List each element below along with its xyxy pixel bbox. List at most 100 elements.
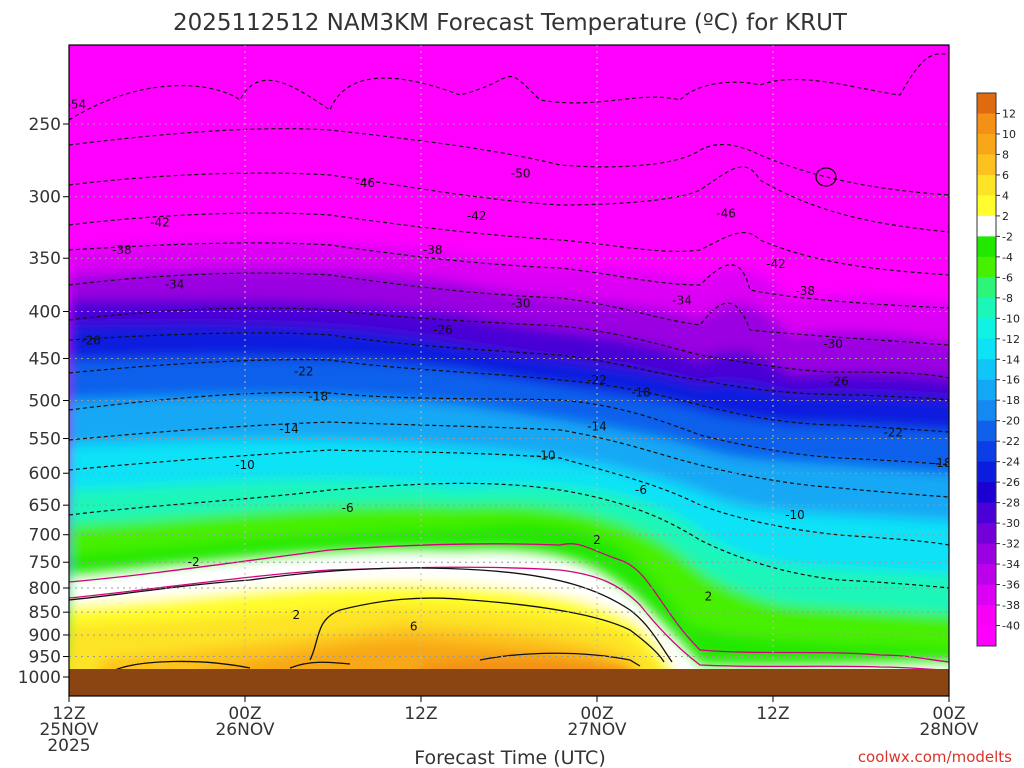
contour-label-text: 2 [705,589,713,603]
contour-label: -18 [631,385,651,399]
colorbar-swatch [977,461,996,483]
contour-label-text: -18 [932,456,952,470]
x-tick-label: 12Z [756,704,789,724]
contour-label: 6 [410,619,418,633]
contour-label: -10 [536,449,556,463]
colorbar-swatch [977,256,996,278]
contour-label: -22 [587,373,607,387]
contour-labels: -54-50-46-46-46-42-42-42-38-38-38-34-34-… [67,97,1024,669]
x-tick-label: 27NOV [567,720,626,740]
colorbar-swatch [977,236,996,258]
contour-label: 2 [979,655,990,669]
contour-label-text: -10 [536,449,556,463]
contour-label-text: -42 [467,209,487,223]
colorbar-label: -2 [1002,230,1013,243]
colorbar-swatch [977,502,996,524]
colorbar-label: -10 [1002,312,1020,325]
warm-contours [69,167,837,671]
contour-label-text: -54 [67,97,87,111]
y-tick-label: 900 [29,626,61,646]
colorbar-label: 4 [1002,189,1009,202]
colorbar-swatch [977,625,996,647]
colorbar-label: -36 [1002,579,1020,592]
contour-label-text: -30 [823,337,843,351]
colorbar-label: -18 [1002,394,1020,407]
contour-label-text: -34 [165,278,185,292]
y-tick-label: 500 [29,392,61,412]
contour-label-bg [979,655,990,668]
contour-label-text: -26 [81,333,101,347]
contour-label: -26 [81,333,101,347]
contour-label: -18 [309,389,329,403]
contour-label: 2 [593,533,601,547]
colorbar-swatch [977,318,996,340]
colorbar-frame [976,92,997,647]
colorbar-swatch [977,113,996,135]
contour-label: -42 [766,257,786,271]
contour-label-text: -22 [587,373,607,387]
x-tick-label: 26NOV [215,720,274,740]
y-tick-label: 1000 [18,668,61,688]
colorbar-swatch [977,420,996,442]
temperature-contours [69,53,949,589]
y-tick-label: 250 [29,115,61,135]
y-tick-label: 800 [29,579,61,599]
contour-label: -14 [587,420,607,434]
contour-label-text: -2 [188,555,200,569]
contour-label: -30 [823,337,843,351]
colorbar-label: -14 [1002,353,1020,366]
contour-label-text: -42 [150,215,170,229]
colorbar-label: -6 [1002,271,1013,284]
colorbar-label: -34 [1002,558,1020,571]
vertical-grid [244,45,774,696]
colorbar-label: -4 [1002,251,1013,264]
contour-label-text: -42 [766,257,786,271]
colorbar-label: 2 [1002,210,1009,223]
freezing-lines [69,543,949,671]
contour-label: -42 [150,215,170,229]
x-tick-label: 12Z [52,704,85,724]
colorbar-swatch [977,482,996,504]
contour-label-text: -50 [511,166,531,180]
plot-border [68,44,950,697]
contour-label-text: -18 [631,385,651,399]
contour-label-bg [1013,227,1024,240]
contour-label-text: -38 [423,243,443,257]
contour-label: -34 [672,293,692,307]
colorbar-label: -24 [1002,456,1020,469]
contour-label-text: -38 [795,284,815,298]
colorbar-swatch [977,174,996,196]
contour-label: -38 [423,243,443,257]
contour-label: 2 [705,589,713,603]
ground-surface [69,669,949,696]
colorbar-label: -40 [1002,620,1020,633]
contour-label: -42 [467,209,487,223]
y-tick-label: 400 [29,302,61,322]
colorbar-label: -30 [1002,517,1020,530]
contour-label: -6 [635,483,647,497]
colorbar-swatch [977,441,996,463]
contour-label-text: -38 [112,243,132,257]
colorbar-swatch [977,297,996,319]
contour-label: -50 [511,166,531,180]
y-tick-label: 950 [29,648,61,668]
contour-label: -6 [342,501,354,515]
x-tick-label: 00Z [580,704,613,724]
x-tick-label: 00Z [228,704,261,724]
contour-label-text: -46 [1015,227,1024,241]
x-tick-label: 25NOV [39,720,98,740]
x-axis-title: Forecast Time (UTC) [414,747,605,768]
contour-label-text: -14 [587,420,607,434]
horizontal-grid [69,123,949,678]
contour-label: -22 [294,365,314,379]
contour-label: -46 [355,176,375,190]
contour-label: -18 [932,456,952,470]
x-tick-label: 12Z [404,704,437,724]
contour-label-text: -22 [294,365,314,379]
contour-label-text: -22 [883,426,903,440]
contour-label: -46 [716,207,736,221]
colorbar-label: -16 [1002,374,1020,387]
colorbar-label: 6 [1002,169,1009,182]
contour-label-text: 2 [293,608,301,622]
